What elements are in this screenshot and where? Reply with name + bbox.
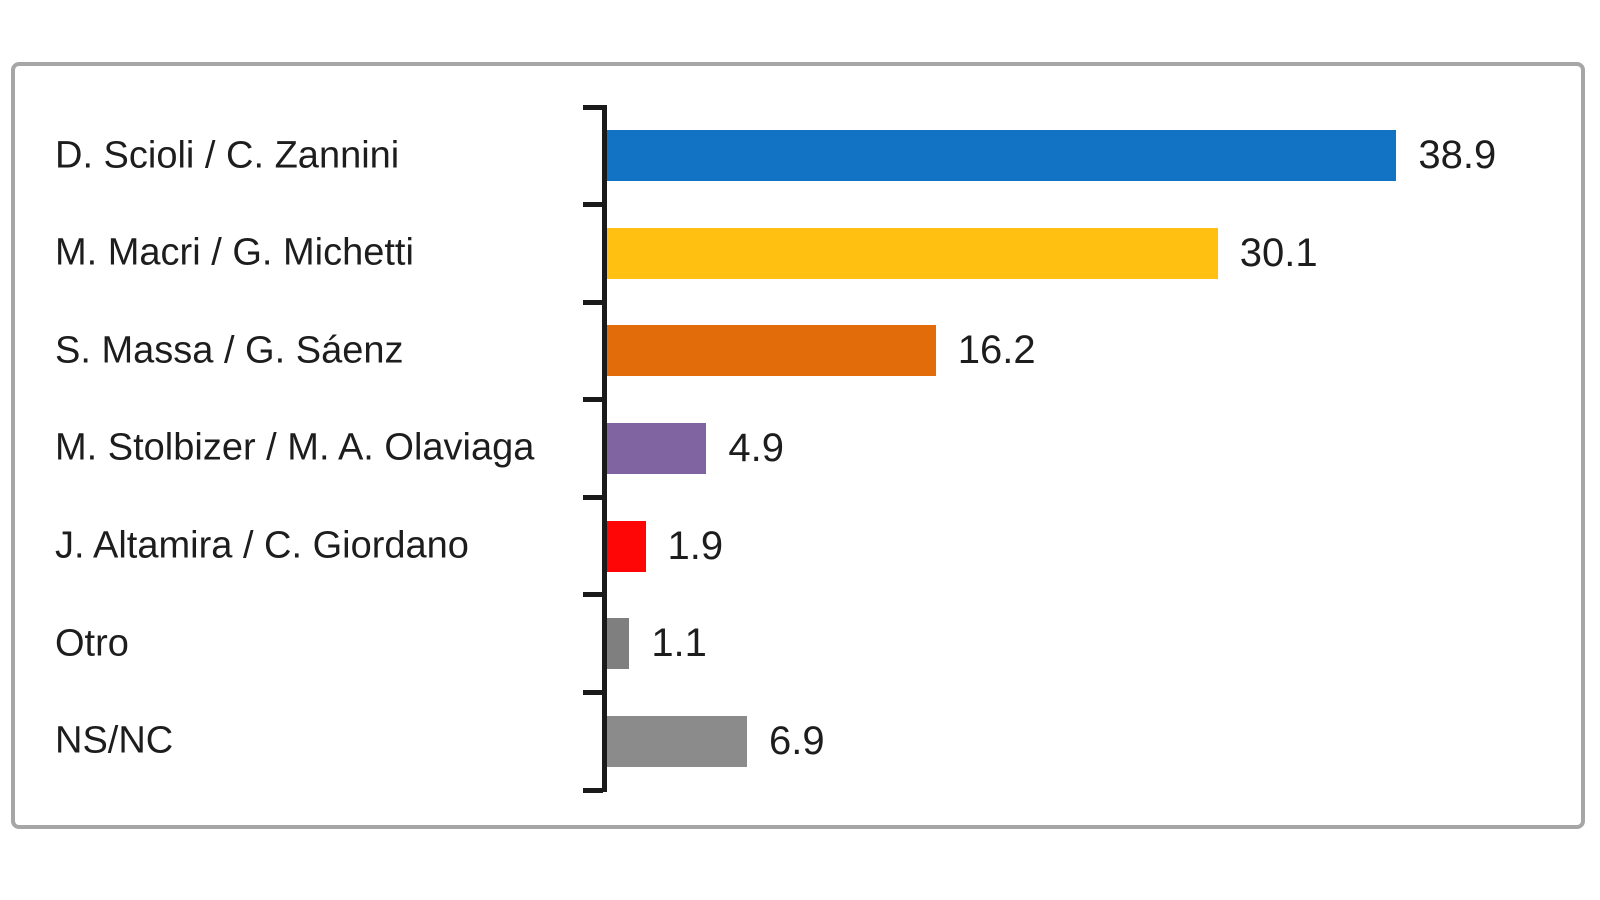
bar-rows: D. Scioli / C. Zannini 38.9 M. Macri / G…: [15, 107, 1581, 790]
bar-track: 1.9: [607, 497, 1581, 595]
bar-track: 6.9: [607, 692, 1581, 790]
category-label: NS/NC: [55, 719, 174, 762]
bar-row: M. Stolbizer / M. A. Olaviaga 4.9: [15, 400, 1581, 498]
bar: [607, 715, 747, 767]
value-label: 1.1: [651, 621, 707, 666]
bar-row: NS/NC 6.9: [15, 692, 1581, 790]
category-label: Otro: [55, 622, 129, 665]
bar-track: 16.2: [607, 302, 1581, 400]
bar: [607, 130, 1397, 182]
bar-track: 38.9: [607, 107, 1581, 205]
bar: [607, 325, 936, 377]
category-label: M. Macri / G. Michetti: [55, 231, 414, 274]
bar-row: D. Scioli / C. Zannini 38.9: [15, 107, 1581, 205]
bar-track: 4.9: [607, 400, 1581, 498]
value-label: 30.1: [1239, 230, 1318, 275]
bar-row: S. Massa / G. Sáenz 16.2: [15, 302, 1581, 400]
bar: [607, 618, 630, 670]
bar-row: Otro 1.1: [15, 595, 1581, 693]
bar-row: M. Macri / G. Michetti 30.1: [15, 205, 1581, 303]
bar-row: J. Altamira / C. Giordano 1.9: [15, 497, 1581, 595]
chart-frame: D. Scioli / C. Zannini 38.9 M. Macri / G…: [11, 62, 1585, 829]
bar: [607, 520, 646, 572]
value-label: 6.9: [769, 718, 825, 763]
bar-track: 1.1: [607, 595, 1581, 693]
bar: [607, 422, 707, 474]
value-label: 38.9: [1418, 133, 1497, 178]
bar: [607, 227, 1218, 279]
category-label: J. Altamira / C. Giordano: [55, 524, 469, 567]
value-label: 16.2: [957, 328, 1036, 373]
category-label: D. Scioli / C. Zannini: [55, 134, 400, 177]
y-axis-line: [602, 105, 607, 792]
category-label: S. Massa / G. Sáenz: [55, 329, 404, 372]
value-label: 1.9: [667, 523, 724, 568]
bar-track: 30.1: [607, 205, 1581, 303]
value-label: 4.9: [728, 425, 785, 470]
category-label: M. Stolbizer / M. A. Olaviaga: [55, 426, 535, 469]
